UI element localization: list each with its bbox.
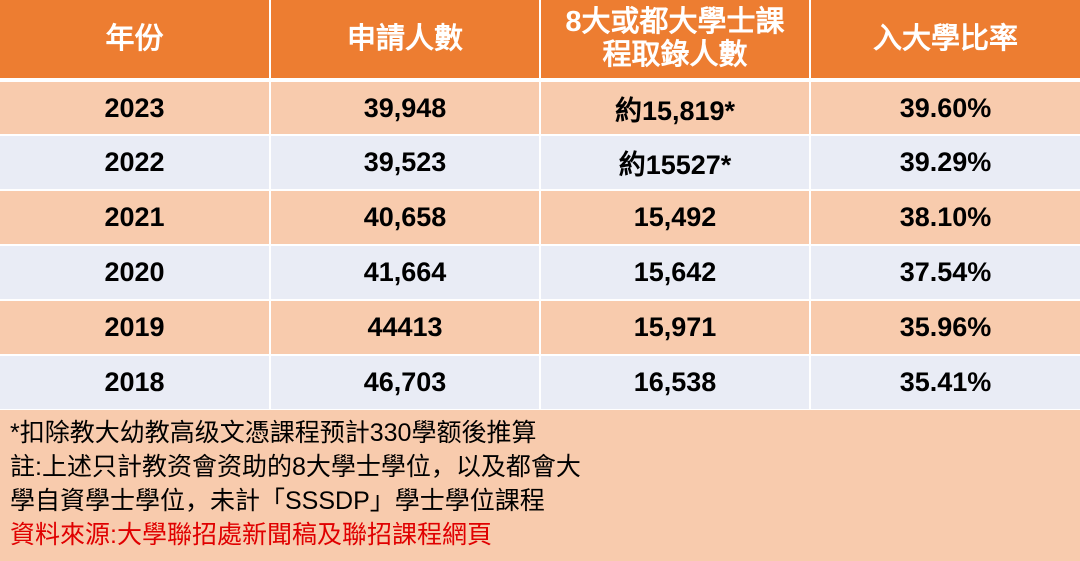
table-row: 2022 39,523 約15527* 39.29% [0,135,1080,191]
cell-applicants: 46,703 [270,355,541,411]
cell-admitted: 15,642 [540,245,811,301]
note-line: *扣除教大幼教高级文憑課程预計330學额後推算 [10,419,537,447]
notes-block: *扣除教大幼教高级文憑課程预計330學额後推算 註:上述只計教资會资助的8大學士… [0,410,1080,561]
cell-rate: 39.60% [810,80,1080,136]
cell-year: 2020 [0,245,271,301]
table-row: 2018 46,703 16,538 35.41% [0,355,1080,411]
table-row: 2021 40,658 15,492 38.10% [0,190,1080,246]
header-admitted-line2: 程取錄人數 [602,39,748,71]
header-admitted-line1: 8大或都大學士課 [565,6,785,38]
cell-rate: 35.96% [810,300,1080,356]
cell-applicants: 40,658 [270,190,541,246]
cell-year: 2023 [0,80,271,136]
cell-rate: 38.10% [810,190,1080,246]
cell-year: 2018 [0,355,271,411]
table-row: 2020 41,664 15,642 37.54% [0,245,1080,301]
cell-year: 2022 [0,135,271,191]
cell-rate: 39.29% [810,135,1080,191]
cell-admitted: 15,492 [540,190,811,246]
cell-applicants: 41,664 [270,245,541,301]
cell-year: 2019 [0,300,271,356]
cell-applicants: 39,523 [270,135,541,191]
table-header-row: 年份 申請人數 8大或都大學士課 程取錄人數 入大學比率 [0,0,1080,82]
cell-admitted: 16,538 [540,355,811,411]
cell-admitted: 約15,819* [540,80,811,136]
cell-year: 2021 [0,190,271,246]
cell-applicants: 44413 [270,300,541,356]
table-row: 2023 39,948 約15,819* 39.60% [0,80,1080,136]
source-line: 資料來源:大學聯招處新聞稿及聯招課程網頁 [10,521,492,549]
header-year: 年份 [0,0,271,82]
header-rate: 入大學比率 [810,0,1080,82]
cell-rate: 35.41% [810,355,1080,411]
cell-applicants: 39,948 [270,80,541,136]
cell-admitted: 約15527* [540,135,811,191]
admission-table: 年份 申請人數 8大或都大學士課 程取錄人數 入大學比率 2023 39,948… [0,0,1080,411]
note-line: 註:上述只計教资會资助的8大學士學位，以及都會大 [10,453,581,481]
header-applicants: 申請人數 [270,0,541,82]
cell-admitted: 15,971 [540,300,811,356]
table-row: 2019 44413 15,971 35.96% [0,300,1080,356]
cell-rate: 37.54% [810,245,1080,301]
header-admitted: 8大或都大學士課 程取錄人數 [540,0,811,82]
note-line: 學自資學士學位，未計「SSSDP」學士學位課程 [10,487,545,515]
